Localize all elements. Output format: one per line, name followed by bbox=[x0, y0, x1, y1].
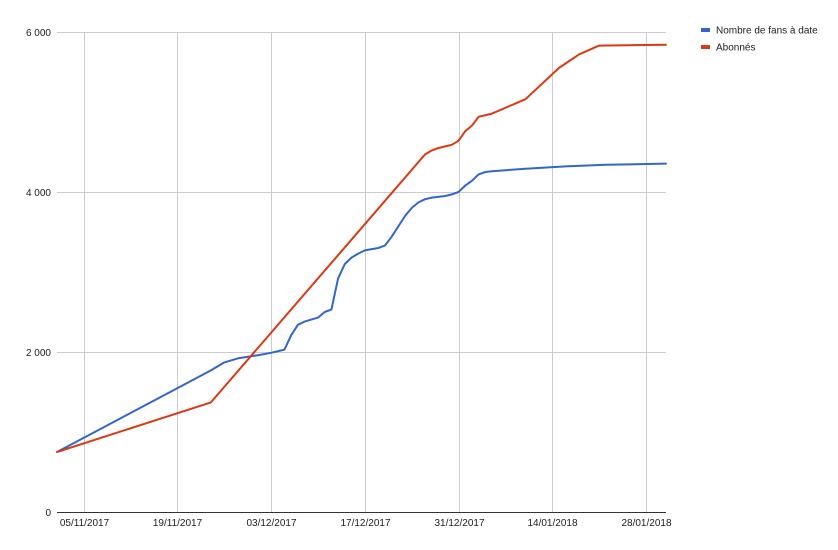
axis-layer: 0 2 000 4 000 6 000 05/11/2017 19/11/2017 03/1… bbox=[26, 28, 672, 529]
grid-layer bbox=[57, 32, 666, 513]
x-tick-label: 31/12/2017 bbox=[434, 518, 484, 529]
x-tick-label: 03/12/2017 bbox=[246, 518, 296, 529]
legend-item-label[interactable]: Nombre de fans à date bbox=[716, 26, 818, 37]
legend[interactable]: Nombre de fans à date Abonnés bbox=[701, 26, 818, 54]
legend-item-label[interactable]: Abonnés bbox=[716, 43, 755, 54]
y-tick-label: 4 000 bbox=[26, 188, 51, 199]
x-tick-label: 19/11/2017 bbox=[153, 518, 203, 529]
series-layer bbox=[56, 43, 667, 453]
y-tick-label: 0 bbox=[45, 508, 51, 519]
series-line-0[interactable] bbox=[56, 162, 667, 453]
y-tick-label: 2 000 bbox=[26, 348, 51, 359]
x-tick-label: 14/01/2018 bbox=[527, 518, 577, 529]
legend-swatch bbox=[701, 28, 710, 32]
series-line-1[interactable] bbox=[56, 43, 667, 453]
x-tick-label: 17/12/2017 bbox=[340, 518, 390, 529]
x-tick-label: 05/11/2017 bbox=[60, 518, 110, 529]
y-tick-label: 6 000 bbox=[26, 28, 51, 39]
legend-swatch bbox=[701, 45, 710, 49]
x-tick-label: 28/01/2018 bbox=[621, 518, 671, 529]
